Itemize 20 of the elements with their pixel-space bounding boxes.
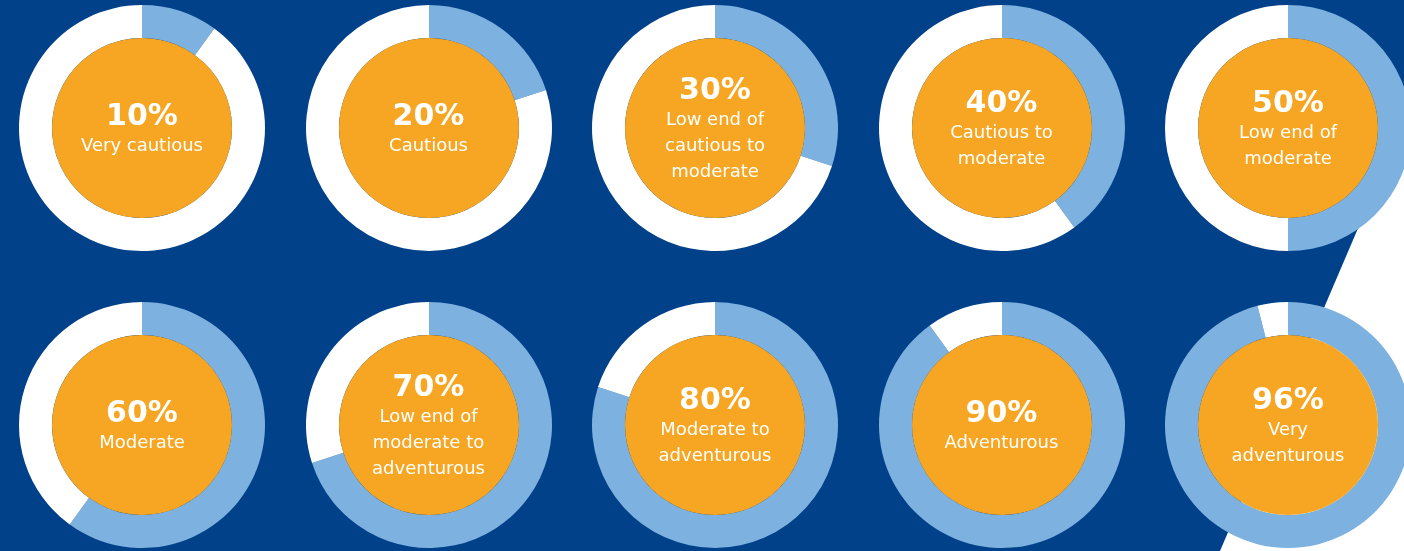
slice-label: Low end of cautious to moderate xyxy=(664,107,766,183)
data-label: 80% xyxy=(679,381,751,416)
slice-label: Very cautious xyxy=(80,133,204,157)
slice-label: Cautious to moderate xyxy=(949,120,1054,170)
slice-label: Moderate xyxy=(98,430,186,454)
data-label: 30% xyxy=(679,71,751,106)
slice-label: Low end of moderate to adventurous xyxy=(371,404,486,480)
data-label: 96% xyxy=(1252,381,1324,416)
data-label: 20% xyxy=(392,97,465,132)
slice-label: Very adventurous xyxy=(1230,417,1346,467)
slice-label: Adventurous xyxy=(943,430,1060,454)
data-label: 50% xyxy=(1252,84,1324,119)
slice-label: Cautious xyxy=(388,133,469,157)
slice-label: Moderate to adventurous xyxy=(657,417,773,467)
data-label: 60% xyxy=(106,394,178,429)
data-label: 90% xyxy=(965,394,1038,429)
data-label: 40% xyxy=(965,84,1038,119)
data-label: 70% xyxy=(392,368,465,403)
data-label: 10% xyxy=(106,97,178,132)
slice-label: Low end of moderate xyxy=(1237,120,1339,170)
